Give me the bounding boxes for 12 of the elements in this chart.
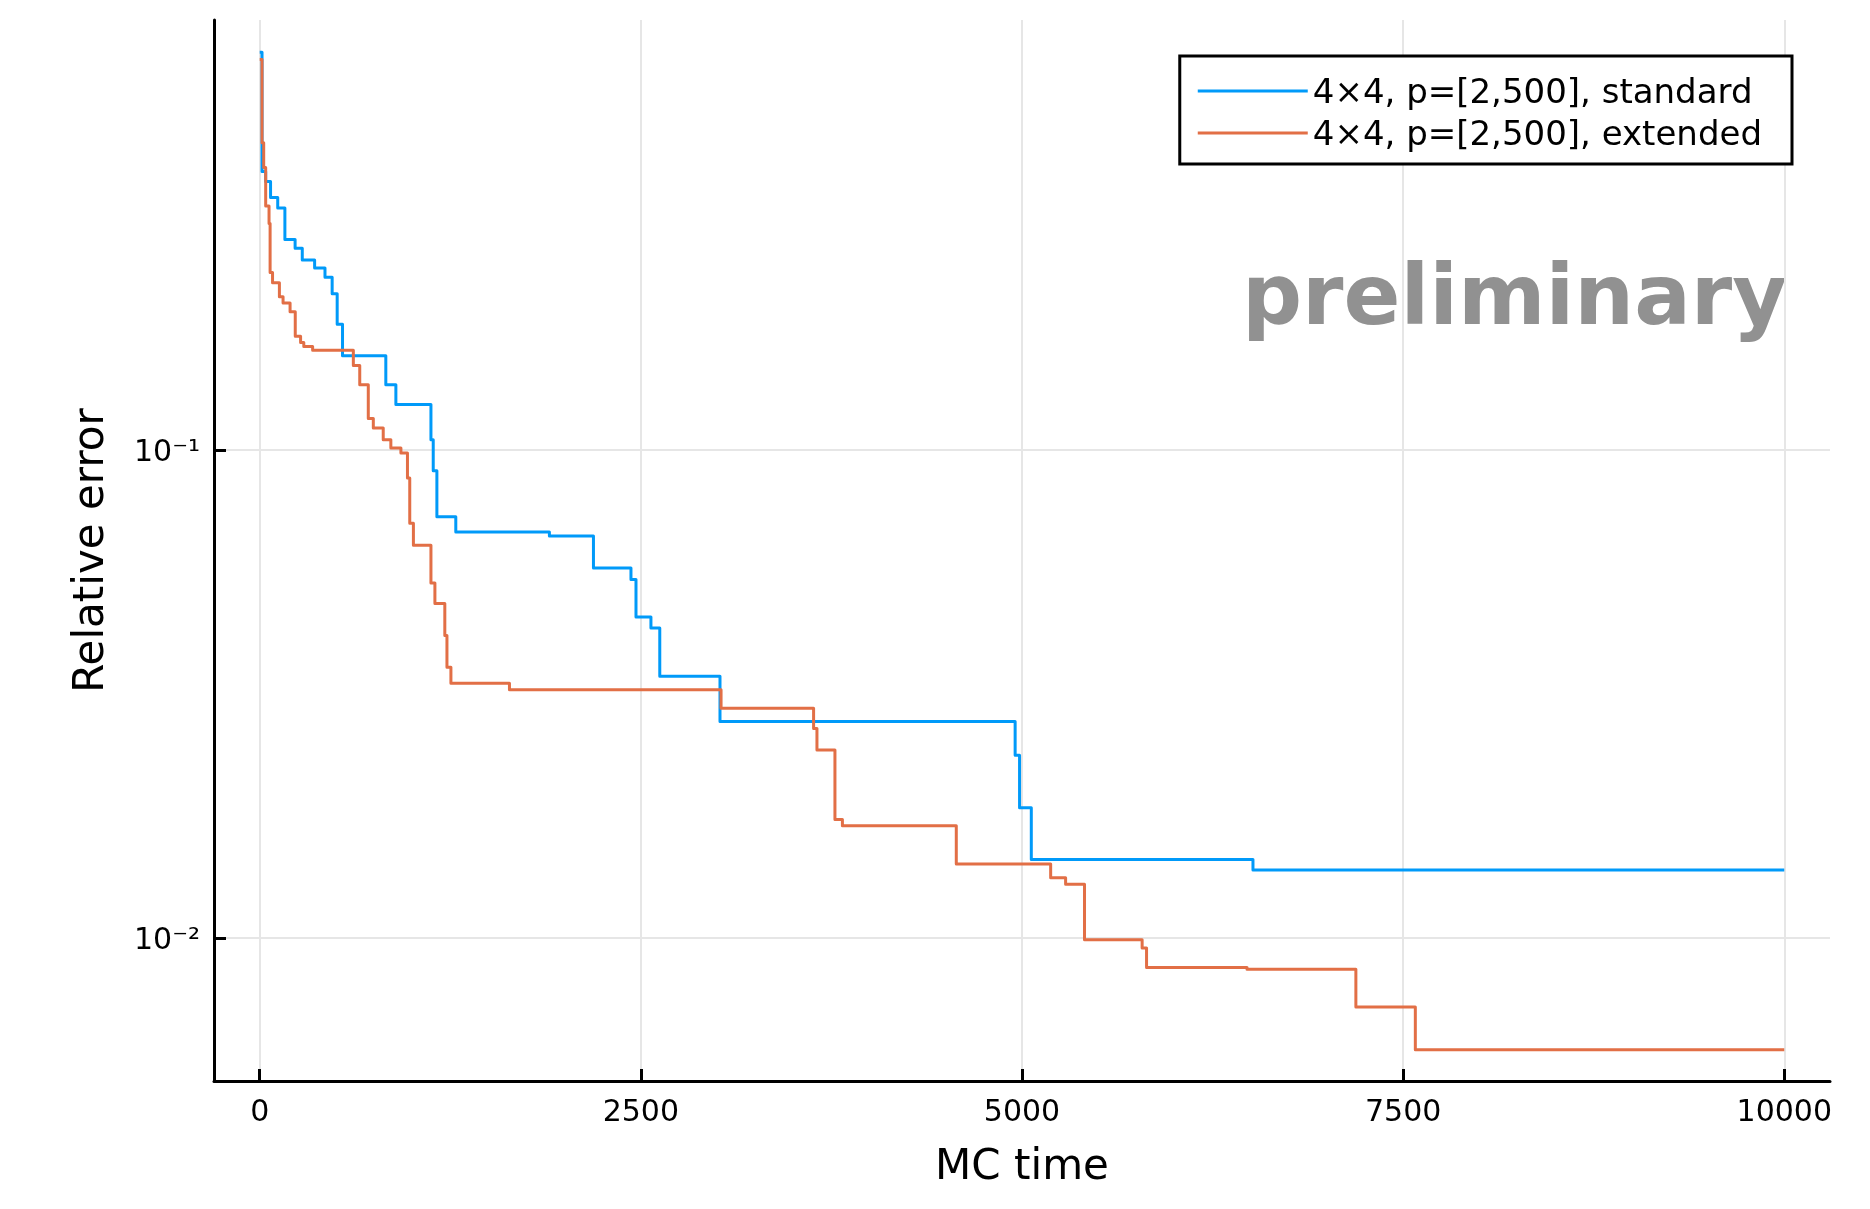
y-axis-title: Relative error (63, 407, 113, 693)
x-tick-label: 0 (250, 1092, 270, 1128)
x-tick-label: 10000 (1736, 1092, 1832, 1128)
x-axis-title: MC time (935, 1139, 1109, 1189)
y-tick-label: 10⁻² (133, 920, 200, 956)
annotation: preliminary (1241, 246, 1788, 344)
x-tick-label: 2500 (602, 1092, 680, 1128)
x-tick-label: 7500 (1364, 1092, 1442, 1128)
y-tick-label: 10⁻¹ (133, 432, 200, 468)
legend-label: 4×4, p=[2,500], standard (1312, 71, 1753, 111)
legend-label: 4×4, p=[2,500], extended (1312, 113, 1763, 153)
x-tick-label: 5000 (983, 1092, 1061, 1128)
